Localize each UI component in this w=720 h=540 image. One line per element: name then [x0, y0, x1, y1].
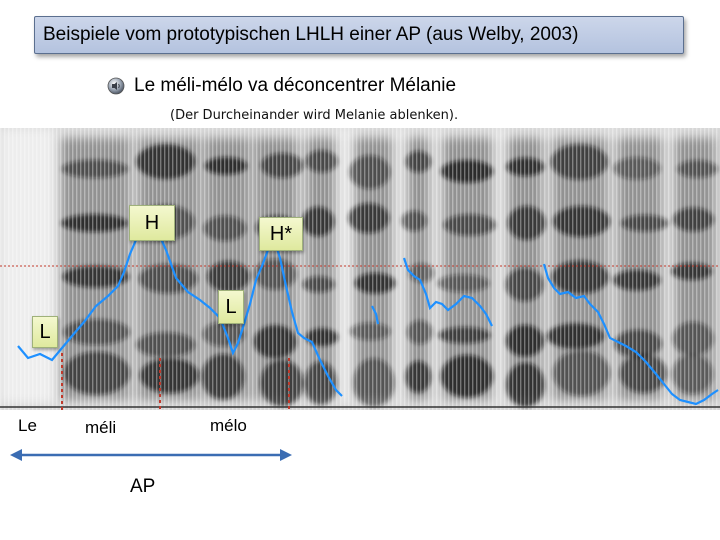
- tone-label-h: H: [129, 205, 175, 241]
- ap-label: AP: [130, 476, 156, 497]
- tone-label-h-star: H*: [259, 217, 303, 251]
- tone-l-initial-text: L: [39, 320, 51, 343]
- tone-l-medial-text: L: [225, 295, 237, 318]
- example-translation: (Der Durcheinander wird Melanie ablenken…: [170, 108, 459, 123]
- slide-title-text: Beispiele vom prototypischen LHLH einer …: [43, 24, 579, 45]
- ap-span-arrow: [10, 449, 292, 461]
- tone-h-star-text: H*: [269, 222, 293, 245]
- tone-label-l-initial: L: [32, 316, 58, 348]
- spectrogram: [0, 128, 720, 410]
- pitch-contour-segment-3: [542, 263, 719, 406]
- word-le: Le: [18, 416, 37, 435]
- pitch-contour-segment-4: [371, 305, 380, 325]
- pitch-contour: [17, 224, 719, 406]
- spectrogram-striations: [0, 128, 720, 410]
- example-row: Le méli-mélo va déconcentrer Mélanie: [106, 73, 456, 99]
- word-melo: mélo: [210, 416, 247, 435]
- tone-h-text: H: [144, 211, 160, 234]
- speaker-icon[interactable]: [106, 76, 126, 96]
- example-sentence: Le méli-mélo va déconcentrer Mélanie: [134, 75, 457, 96]
- word-meli: méli: [85, 418, 117, 437]
- spectrogram-panel: [0, 128, 720, 410]
- pitch-contour-segment-1: [17, 224, 343, 397]
- tone-label-l-medial: L: [218, 290, 244, 324]
- pitch-contour-segment-2: [402, 257, 493, 327]
- slide-title: Beispiele vom prototypischen LHLH einer …: [34, 16, 684, 54]
